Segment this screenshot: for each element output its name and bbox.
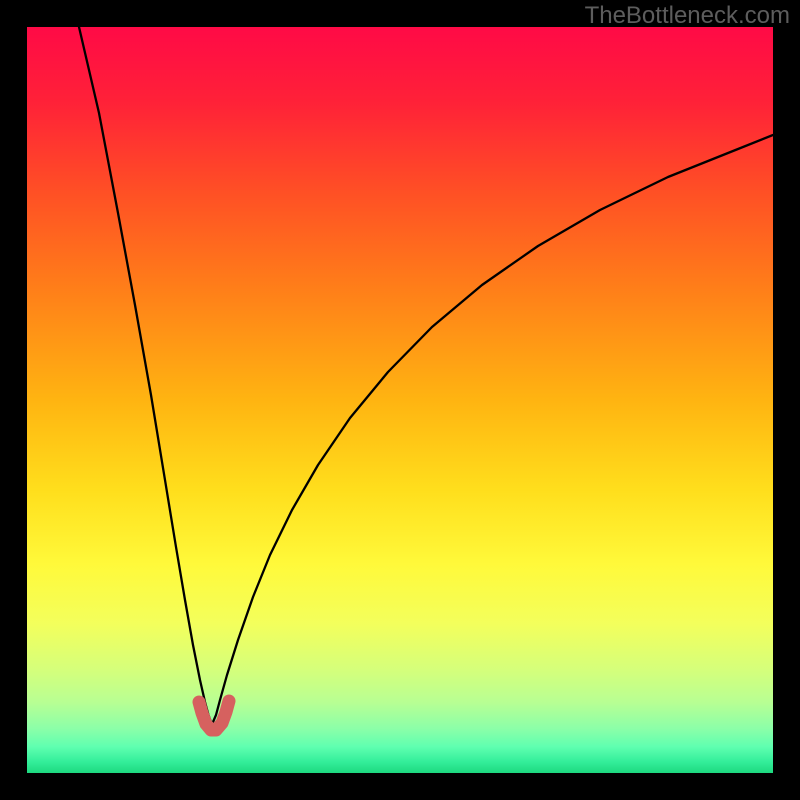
gradient-background bbox=[27, 27, 773, 773]
watermark-text: TheBottleneck.com bbox=[585, 2, 790, 30]
chart-stage: TheBottleneck.com bbox=[0, 0, 800, 800]
bottleneck-chart bbox=[0, 0, 800, 800]
